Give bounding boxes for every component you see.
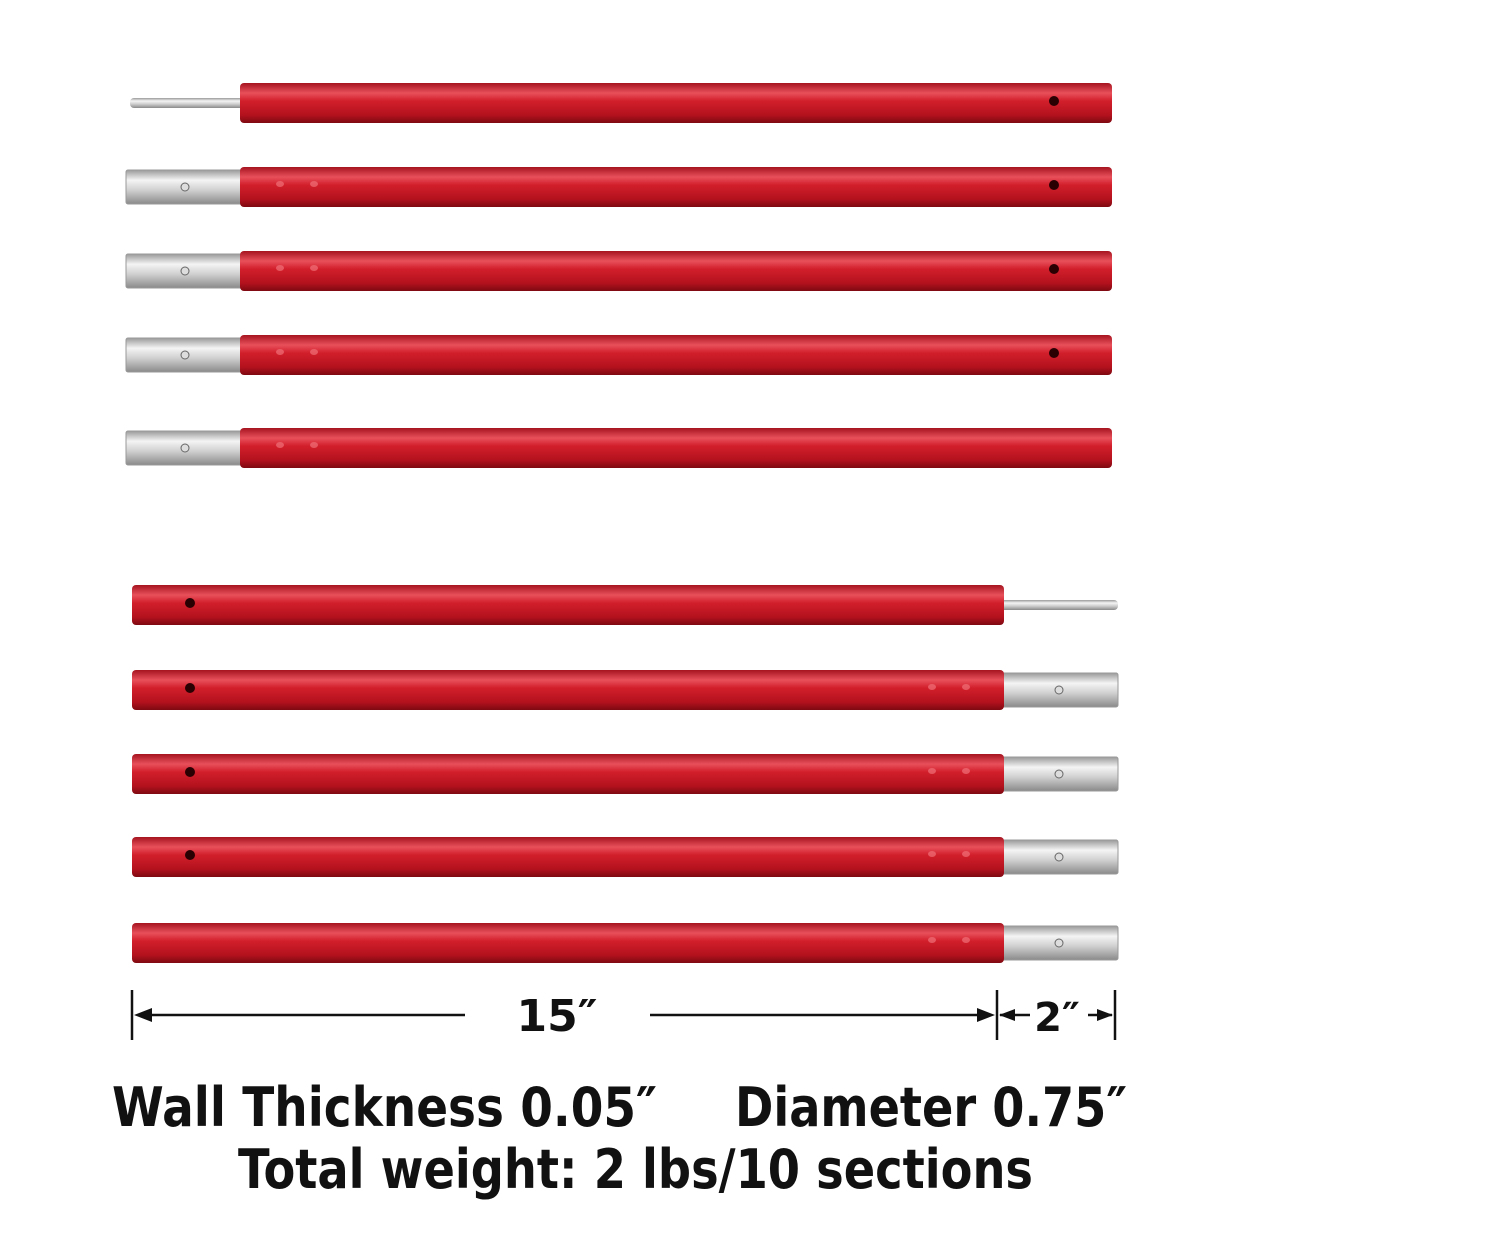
dimple bbox=[962, 768, 970, 774]
threaded-rod bbox=[130, 98, 244, 108]
total-weight: Total weight: 2 lbs/10 sections bbox=[238, 1138, 1033, 1201]
screw bbox=[1054, 938, 1064, 948]
dimple bbox=[928, 684, 936, 690]
hole bbox=[1049, 180, 1059, 190]
screw bbox=[180, 443, 190, 453]
pole-tube bbox=[240, 428, 1112, 468]
dimple bbox=[928, 768, 936, 774]
dimple bbox=[928, 851, 936, 857]
screw bbox=[1054, 769, 1064, 779]
hole bbox=[1049, 348, 1059, 358]
connector-length: 2″ bbox=[1034, 995, 1080, 1041]
dimple bbox=[276, 442, 284, 448]
dimple bbox=[276, 349, 284, 355]
dimple bbox=[310, 181, 318, 187]
dimple bbox=[962, 937, 970, 943]
hole bbox=[185, 598, 195, 608]
dimple bbox=[310, 265, 318, 271]
dimple bbox=[962, 684, 970, 690]
pole-tube bbox=[132, 585, 1004, 625]
screw bbox=[180, 182, 190, 192]
pole-length: 15″ bbox=[517, 991, 598, 1042]
pole-tube bbox=[132, 837, 1004, 877]
screw bbox=[180, 350, 190, 360]
pole-tube bbox=[240, 251, 1112, 291]
pole-tube bbox=[240, 335, 1112, 375]
dimple bbox=[310, 349, 318, 355]
dimple bbox=[276, 265, 284, 271]
pole-tube bbox=[240, 83, 1112, 123]
hole bbox=[185, 683, 195, 693]
screw bbox=[1054, 685, 1064, 695]
dimension-lines bbox=[130, 990, 1117, 1040]
diameter: Diameter 0.75″ bbox=[735, 1076, 1127, 1139]
hole bbox=[185, 767, 195, 777]
pole-tube bbox=[240, 167, 1112, 207]
poles bbox=[125, 83, 1119, 963]
dimple bbox=[276, 181, 284, 187]
pole-tube bbox=[132, 754, 1004, 794]
pole-tube bbox=[132, 670, 1004, 710]
screw bbox=[180, 266, 190, 276]
screw bbox=[1054, 852, 1064, 862]
dimple bbox=[310, 442, 318, 448]
pole-tube bbox=[132, 923, 1004, 963]
threaded-rod bbox=[1000, 600, 1118, 610]
hole bbox=[185, 850, 195, 860]
hole bbox=[1049, 96, 1059, 106]
hole bbox=[1049, 264, 1059, 274]
wall-thickness: Wall Thickness 0.05″ bbox=[112, 1076, 657, 1139]
dimple bbox=[928, 937, 936, 943]
dimple bbox=[962, 851, 970, 857]
